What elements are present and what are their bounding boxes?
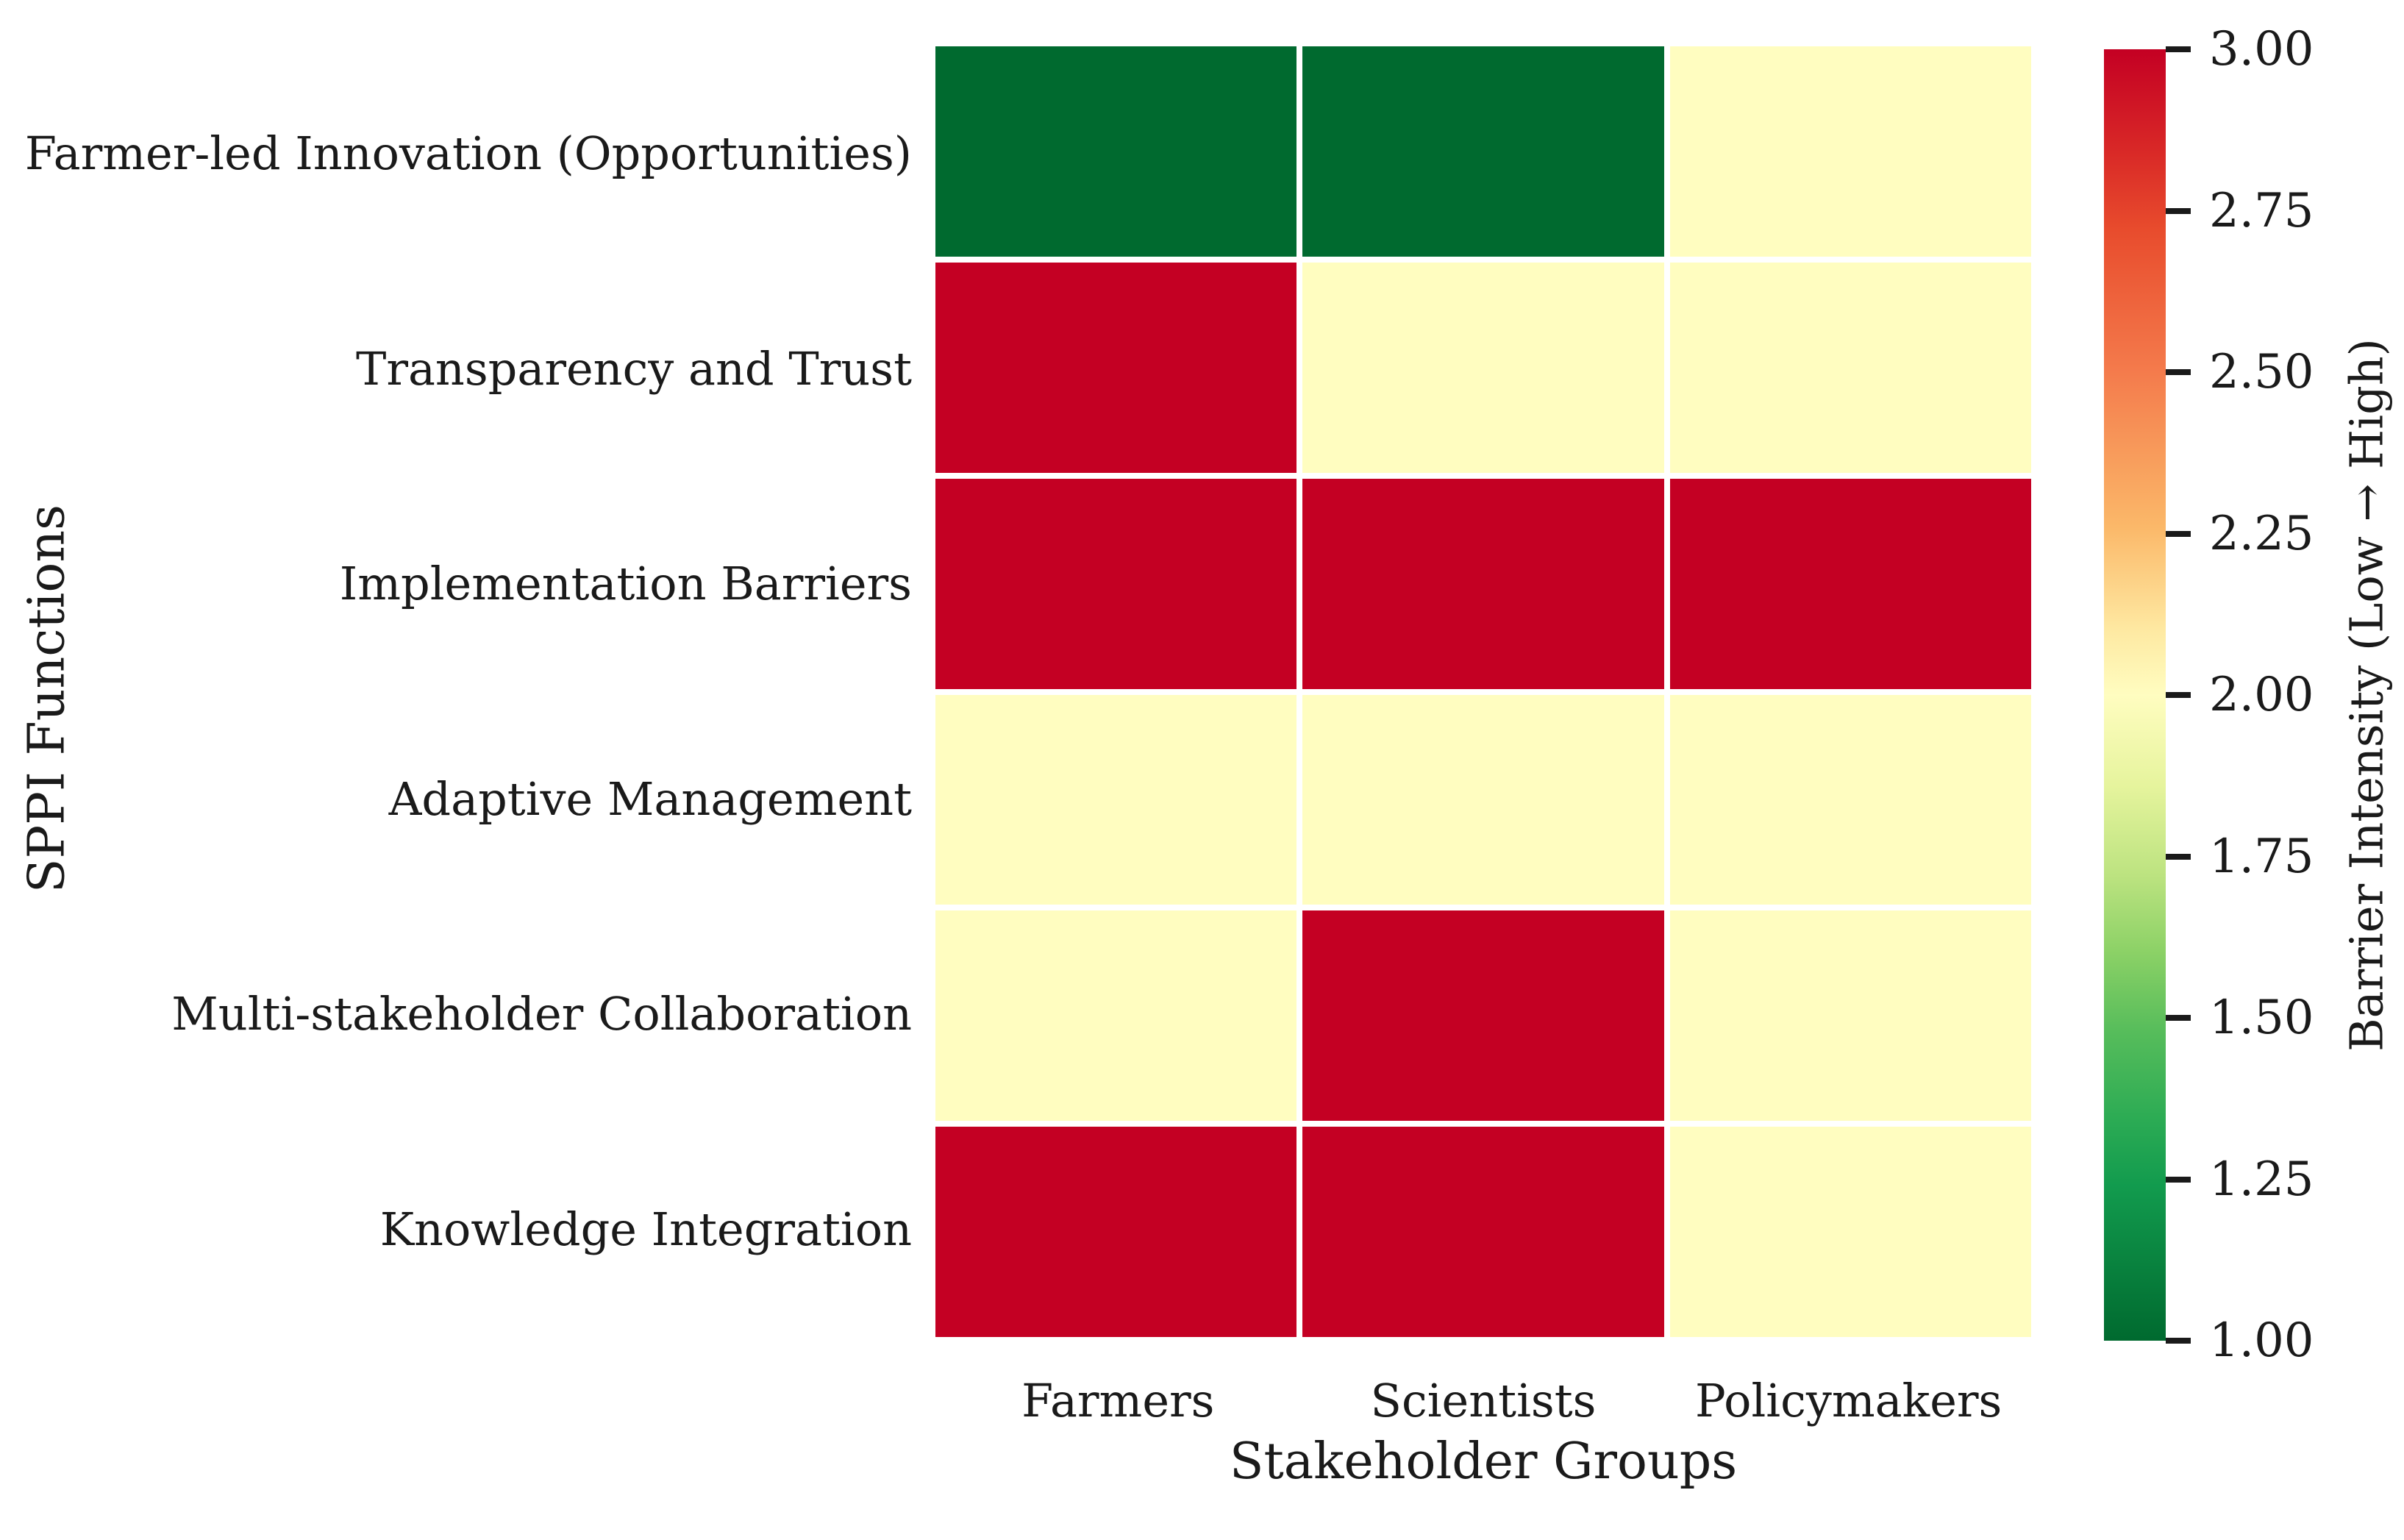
heatmap-cell-r1-c2 xyxy=(1669,262,2031,473)
colorbar-tick-label-8: 1.00 xyxy=(2209,1313,2314,1368)
x-tick-label-2: Policymakers xyxy=(1694,1374,2002,1427)
colorbar-tick-mark-5 xyxy=(2166,853,2191,860)
colorbar-tick-label-3: 2.25 xyxy=(2209,506,2314,561)
heatmap-cell-r2-c0 xyxy=(935,478,1297,689)
colorbar-tick-mark-6 xyxy=(2166,1015,2191,1021)
y-tick-label-4: Multi-stakeholder Collaboration xyxy=(171,987,912,1041)
y-tick-label-0: Farmer-led Innovation (Opportunities) xyxy=(24,126,912,180)
heatmap-cell-r1-c1 xyxy=(1302,262,1664,473)
heatmap-cell-r5-c0 xyxy=(935,1127,1297,1337)
heatmap-cell-r1-c0 xyxy=(935,262,1297,473)
heatmap-cell-r2-c2 xyxy=(1669,478,2031,689)
y-tick-label-5: Knowledge Integration xyxy=(379,1202,912,1256)
y-tick-label-1: Transparency and Trust xyxy=(355,341,912,396)
x-axis-title: Stakeholder Groups xyxy=(1229,1433,1738,1491)
colorbar-tick-label-4: 2.00 xyxy=(2209,668,2314,722)
heatmap-cell-r4-c0 xyxy=(935,910,1297,1122)
colorbar-axis-label: Barrier Intensity (Low → High) xyxy=(2339,338,2394,1052)
colorbar-tick-label-6: 1.50 xyxy=(2209,991,2314,1045)
y-tick-label-2: Implementation Barriers xyxy=(339,557,912,610)
heatmap-grid xyxy=(935,46,2031,1337)
x-tick-label-0: Farmers xyxy=(1021,1374,1215,1427)
colorbar-tick-label-2: 2.50 xyxy=(2209,345,2314,399)
colorbar-tick-label-1: 2.75 xyxy=(2209,183,2314,238)
colorbar-tick-label-5: 1.75 xyxy=(2209,829,2314,884)
colorbar-tick-label-7: 1.25 xyxy=(2209,1152,2314,1207)
colorbar-gradient xyxy=(2104,49,2166,1341)
heatmap-cell-r3-c0 xyxy=(935,694,1297,905)
colorbar-tick-mark-2 xyxy=(2166,369,2191,375)
y-axis-title: SPPI Functions xyxy=(18,504,76,894)
heatmap-cell-r4-c2 xyxy=(1669,910,2031,1122)
y-tick-label-3: Adaptive Management xyxy=(388,771,912,826)
colorbar-tick-mark-7 xyxy=(2166,1176,2191,1183)
heatmap-cell-r0-c2 xyxy=(1669,46,2031,257)
heatmap-cell-r0-c1 xyxy=(1302,46,1664,257)
colorbar-tick-mark-8 xyxy=(2166,1338,2191,1344)
heatmap-cell-r2-c1 xyxy=(1302,478,1664,689)
heatmap-cell-r4-c1 xyxy=(1302,910,1664,1122)
heatmap-cell-r3-c2 xyxy=(1669,694,2031,905)
heatmap-cell-r5-c2 xyxy=(1669,1127,2031,1337)
heatmap-cell-r5-c1 xyxy=(1302,1127,1664,1337)
heatmap-cell-r0-c0 xyxy=(935,46,1297,257)
colorbar-tick-mark-1 xyxy=(2166,207,2191,214)
colorbar-tick-mark-0 xyxy=(2166,46,2191,52)
heatmap-cell-r3-c1 xyxy=(1302,694,1664,905)
x-tick-label-1: Scientists xyxy=(1370,1374,1597,1427)
colorbar-tick-label-0: 3.00 xyxy=(2209,22,2314,76)
colorbar-tick-mark-4 xyxy=(2166,692,2191,698)
colorbar-tick-mark-3 xyxy=(2166,530,2191,537)
